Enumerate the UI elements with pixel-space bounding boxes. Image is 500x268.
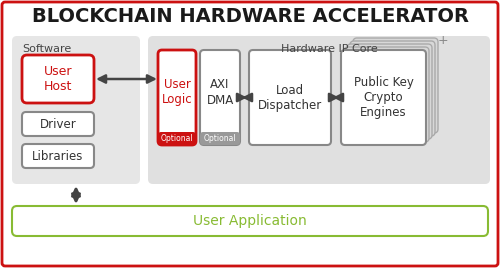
FancyBboxPatch shape <box>200 132 240 145</box>
FancyBboxPatch shape <box>12 206 488 236</box>
FancyBboxPatch shape <box>148 36 490 184</box>
FancyBboxPatch shape <box>22 144 94 168</box>
FancyBboxPatch shape <box>22 55 94 103</box>
Text: Libraries: Libraries <box>32 150 84 162</box>
Text: User
Host: User Host <box>44 65 72 93</box>
FancyBboxPatch shape <box>341 50 426 145</box>
FancyBboxPatch shape <box>249 50 331 145</box>
Text: Load
Dispatcher: Load Dispatcher <box>258 84 322 111</box>
FancyBboxPatch shape <box>158 50 196 145</box>
FancyBboxPatch shape <box>158 132 196 145</box>
Text: Public Key
Crypto
Engines: Public Key Crypto Engines <box>354 76 414 119</box>
Text: Software: Software <box>22 44 72 54</box>
FancyBboxPatch shape <box>344 47 429 142</box>
Text: AXI
DMA: AXI DMA <box>206 79 234 106</box>
Text: User
Logic: User Logic <box>162 79 192 106</box>
FancyBboxPatch shape <box>12 36 140 184</box>
FancyBboxPatch shape <box>353 38 438 133</box>
FancyBboxPatch shape <box>200 50 240 145</box>
FancyBboxPatch shape <box>22 112 94 136</box>
Text: Optional: Optional <box>204 134 236 143</box>
Text: Optional: Optional <box>160 134 194 143</box>
Text: Driver: Driver <box>40 117 76 131</box>
Text: +: + <box>438 35 448 47</box>
Text: Hardware IP Core: Hardware IP Core <box>280 44 378 54</box>
Text: User Application: User Application <box>193 214 307 228</box>
FancyBboxPatch shape <box>350 41 435 136</box>
Text: BLOCKCHAIN HARDWARE ACCELERATOR: BLOCKCHAIN HARDWARE ACCELERATOR <box>32 8 469 27</box>
FancyBboxPatch shape <box>347 44 432 139</box>
FancyBboxPatch shape <box>2 2 498 266</box>
